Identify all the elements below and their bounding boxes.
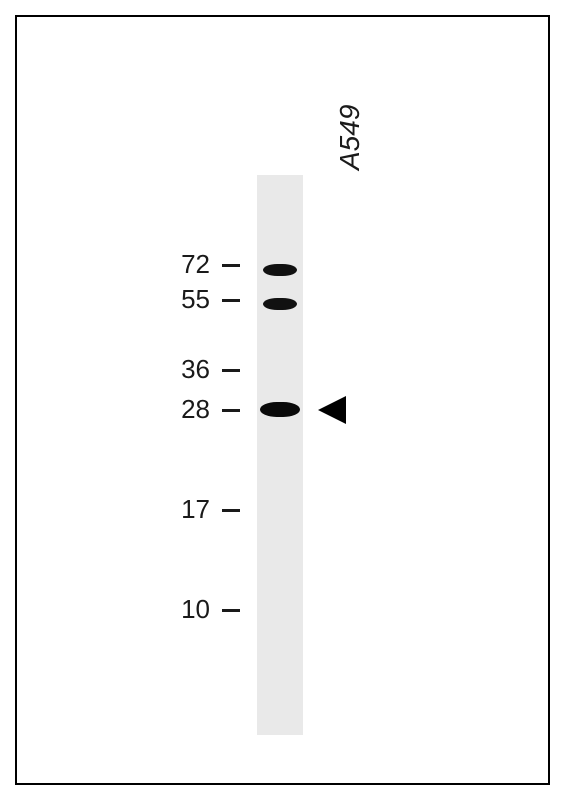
mw-label: 28 [150, 394, 210, 425]
mw-label: 55 [150, 284, 210, 315]
blot-band [263, 298, 297, 310]
lane-label: A549 [334, 105, 366, 170]
mw-tick [222, 609, 240, 612]
mw-label: 72 [150, 249, 210, 280]
mw-tick [222, 409, 240, 412]
blot-band [263, 264, 297, 276]
mw-tick [222, 264, 240, 267]
mw-label: 17 [150, 494, 210, 525]
mw-label: 36 [150, 354, 210, 385]
blot-lane [257, 175, 303, 735]
mw-label: 10 [150, 594, 210, 625]
mw-tick [222, 369, 240, 372]
target-arrow-icon [318, 396, 346, 424]
mw-tick [222, 509, 240, 512]
blot-band [260, 402, 300, 417]
mw-tick [222, 299, 240, 302]
